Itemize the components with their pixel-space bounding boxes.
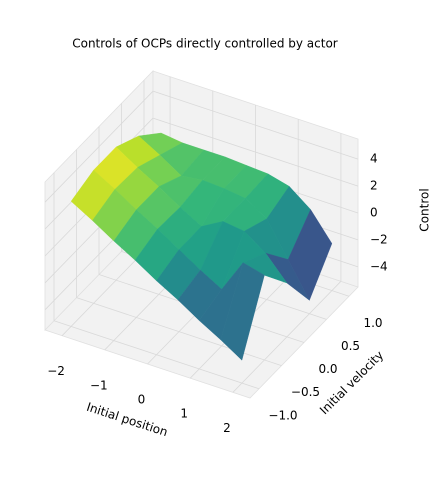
x-tick-label: 2 <box>223 421 231 435</box>
grid-line <box>76 297 282 367</box>
y-tick-label: −1.0 <box>268 408 297 422</box>
grid-line <box>53 320 260 390</box>
chart-title: Controls of OCPs directly controlled by … <box>72 37 338 51</box>
y-axis-label: Initial velocity <box>317 348 386 417</box>
x-tick-label: −1 <box>90 378 108 392</box>
x-axis-label: Initial position <box>85 400 170 439</box>
z-axis-label: Control <box>418 188 432 231</box>
x-tick-label: 0 <box>138 393 146 407</box>
plot-area: −2 −1 0 1 2 −1.0 −0.5 0.0 0.51.0 −4 −2 0 2 4 <box>44 70 388 435</box>
z-tick-label: −4 <box>370 259 388 273</box>
surface-cell <box>220 262 265 361</box>
grid-line <box>44 90 154 203</box>
z-tick-label: 0 <box>370 206 378 220</box>
z-tick-label: 4 <box>370 152 378 166</box>
y-tick-label: 1.0 <box>363 316 382 330</box>
grid-line <box>152 117 359 187</box>
y-tick-label: 0.0 <box>318 362 337 376</box>
x-tick-label: −2 <box>47 364 65 378</box>
y-tick-label: −0.5 <box>291 385 320 399</box>
z-tick-label: 2 <box>370 179 378 193</box>
z-tick-label: −2 <box>370 232 388 246</box>
grid-line <box>152 90 359 160</box>
surface <box>70 132 333 361</box>
x-tick-label: 1 <box>180 407 188 421</box>
y-tick-label: 0.5 <box>341 339 360 353</box>
